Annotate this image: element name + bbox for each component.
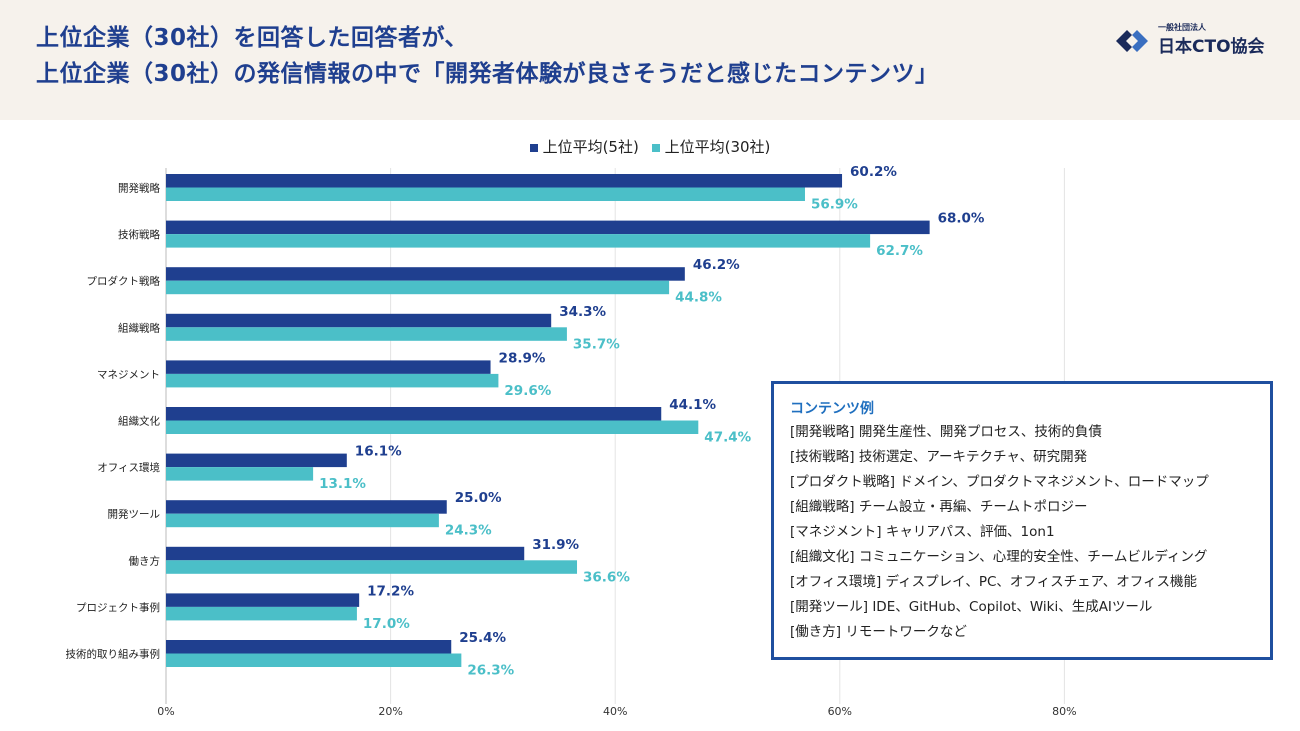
bar-series-1 [166,546,525,561]
data-label-series-2: 36.6% [583,569,630,585]
category-label: マネジメント [97,369,160,381]
data-label-series-1: 25.0% [455,490,502,506]
bar-series-2 [166,467,314,481]
category-label: 開発ツール [108,508,161,521]
data-label-series-1: 17.2% [367,583,414,599]
bar-series-1 [166,174,843,188]
x-tick-label: 80% [1052,705,1076,718]
data-label-series-1: 28.9% [499,350,546,366]
x-tick-label: 40% [603,705,627,718]
data-label-series-1: 46.2% [693,257,740,273]
category-label: 開発戦略 [118,182,160,195]
bar-series-1 [166,407,662,421]
data-label-series-1: 44.1% [669,397,716,413]
title-line-2: 上位企業（30社）の発信情報の中で「開発者体験が良さそうだと感じたコンテンツ」 [36,61,939,87]
category-label: 組織文化 [118,415,160,428]
contents-line: [組織文化] コミュニケーション、心理的安全性、チームビルディング [790,549,1208,565]
bar-series-2 [166,560,578,574]
contents-line: [開発戦略] 開発生産性、開発プロセス、技術的負債 [790,424,1102,440]
category-label: 働き方 [129,554,161,567]
bar-series-1 [166,313,552,328]
data-label-series-1: 16.1% [355,444,402,460]
bar-series-1 [166,360,491,374]
logo-mark-icon [1116,30,1148,52]
bar-series-2 [166,606,357,621]
data-label-series-2: 29.6% [504,383,551,399]
data-label-series-1: 31.9% [532,537,579,553]
contents-line: [開発ツール] IDE、GitHub、Copilot、Wiki、生成AIツール [790,599,1153,615]
data-label-series-2: 24.3% [445,523,492,539]
bar-series-2 [166,373,499,388]
cto-association-logo: 一般社団法人 日本CTO協会 [1112,20,1282,60]
x-tick-label: 0% [157,705,174,718]
contents-line: [オフィス環境] ディスプレイ、PC、オフィスチェア、オフィス機能 [790,574,1198,590]
data-label-series-1: 34.3% [559,304,606,320]
data-label-series-2: 35.7% [573,336,620,352]
bar-series-2 [166,280,670,295]
category-label: 組織戦略 [118,321,160,334]
bar-series-1 [166,267,685,281]
data-label-series-2: 56.9% [811,197,858,213]
legend-label-series-2: 上位平均(30社) [664,138,771,156]
header: 上位企業（30社）を回答した回答者が、 上位企業（30社）の発信情報の中で「開発… [0,0,1300,120]
category-label: プロジェクト事例 [76,601,160,614]
bar-series-1 [166,593,360,607]
bar-series-2 [166,513,439,528]
bar-chart: 0% 20% 40% 60% 80% 開発戦略 60.2% 56.9% 技術戦略 68.0% 62.… [66,164,1077,718]
page-title: 上位企業（30社）を回答した回答者が、 上位企業（30社）の発信情報の中で「開発… [36,20,939,92]
contents-line: [働き方] リモートワークなど [790,624,967,640]
data-label-series-2: 26.3% [467,663,514,679]
data-label-series-1: 68.0% [938,211,985,227]
contents-example-box: コンテンツ例 [開発戦略] 開発生産性、開発プロセス、技術的負債 [技術戦略] … [771,381,1273,660]
x-tick-label: 20% [378,705,402,718]
legend-label-series-1: 上位平均(5社) [542,138,639,156]
logo-org-name: 日本CTO協会 [1158,37,1265,57]
bar-series-1 [166,640,452,654]
chart-legend: 上位平均(5社) 上位平均(30社) [0,136,1300,157]
logo-org-type: 一般社団法人 [1158,23,1206,32]
bar-series-2 [166,420,699,434]
contents-line: [技術戦略] 技術選定、アーキテクチャ、研究開発 [790,449,1088,465]
bar-series-2 [166,327,567,341]
contents-box-title: コンテンツ例 [790,401,874,417]
bar-series-2 [166,187,805,201]
bar-series-1 [166,220,930,235]
category-label: オフィス環境 [97,461,160,474]
legend-swatch-series-1 [529,143,538,152]
contents-line: [組織戦略] チーム設立・再編、チームトポロジー [790,499,1088,515]
data-label-series-2: 62.7% [876,243,923,259]
data-label-series-2: 47.4% [704,430,751,446]
contents-line: [マネジメント] キャリアパス、評価、1on1 [790,524,1055,540]
bar-series-1 [166,500,447,514]
data-label-series-2: 17.0% [363,616,410,632]
bar-series-2 [166,234,871,248]
data-label-series-2: 44.8% [675,290,722,306]
legend-item-series-1: 上位平均(5社) [529,136,639,157]
contents-line: [プロダクト戦略] ドメイン、プロダクトマネジメント、ロードマップ [790,474,1209,490]
category-label: 技術的取り組み事例 [66,648,161,661]
legend-swatch-series-2 [651,143,660,152]
data-label-series-1: 60.2% [850,164,897,180]
data-label-series-2: 13.1% [319,476,366,492]
category-label: 技術戦略 [118,228,160,241]
title-line-1: 上位企業（30社）を回答した回答者が、 [36,25,469,51]
bar-series-1 [166,453,347,468]
data-label-series-1: 25.4% [459,630,506,646]
legend-item-series-2: 上位平均(30社) [651,136,771,157]
x-tick-label: 60% [828,705,852,718]
category-label: プロダクト戦略 [87,275,161,288]
bar-series-2 [166,653,462,667]
